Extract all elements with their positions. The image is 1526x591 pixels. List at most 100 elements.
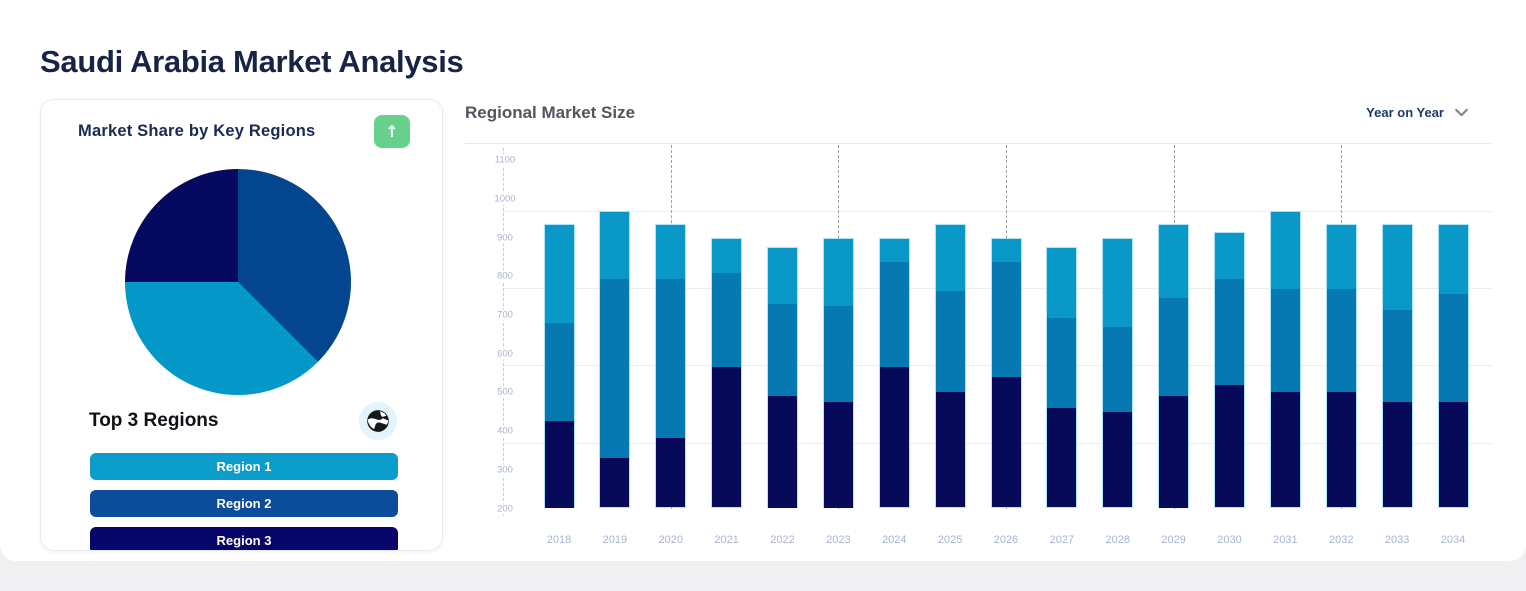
bar-segment-2026-region-2[interactable] xyxy=(991,261,1021,377)
bar-2030[interactable] xyxy=(1214,232,1245,509)
bar-segment-2024-region-2[interactable] xyxy=(879,261,909,368)
bar-segment-2034-region-3[interactable] xyxy=(1438,401,1468,508)
bar-segment-2023-region-2[interactable] xyxy=(823,306,853,402)
bar-segment-2028-region-1[interactable] xyxy=(1103,238,1133,328)
top3-row: Top 3 Regions xyxy=(89,402,397,440)
bar-segment-2022-region-2[interactable] xyxy=(768,304,797,397)
bar-2028[interactable] xyxy=(1102,237,1134,509)
bar-segment-2027-region-2[interactable] xyxy=(1047,317,1077,408)
bar-segment-2031-region-1[interactable] xyxy=(1270,211,1300,289)
bar-2029[interactable] xyxy=(1158,224,1190,509)
x-axis-label-2022: 2022 xyxy=(770,534,795,546)
y-axis-label-300: 300 xyxy=(495,464,515,476)
x-axis-label-2034: 2034 xyxy=(1440,534,1466,546)
x-axis-label-2026: 2026 xyxy=(993,534,1019,546)
filter-label: Year on Year xyxy=(1366,105,1444,120)
bar-2025[interactable] xyxy=(934,224,966,509)
bar-segment-2033-region-2[interactable] xyxy=(1382,309,1412,402)
bar-segment-2030-region-1[interactable] xyxy=(1215,233,1244,280)
bar-segment-2021-region-1[interactable] xyxy=(712,238,742,274)
x-axis-label-2032: 2032 xyxy=(1329,534,1354,546)
bar-segment-2031-region-3[interactable] xyxy=(1270,392,1300,508)
bar-segment-2034-region-1[interactable] xyxy=(1438,225,1468,295)
bar-segment-2020-region-1[interactable] xyxy=(656,225,686,280)
content-sheet: Saudi Arabia Market Analysis Market Shar… xyxy=(0,0,1526,561)
bar-segment-2020-region-3[interactable] xyxy=(656,438,686,508)
bar-segment-2021-region-3[interactable] xyxy=(712,367,742,508)
bar-segment-2030-region-2[interactable] xyxy=(1215,279,1244,385)
bar-segment-2029-region-1[interactable] xyxy=(1159,225,1189,299)
y-axis-label-1100: 1100 xyxy=(492,154,518,166)
bar-segment-2022-region-3[interactable] xyxy=(768,396,797,508)
bar-segment-2034-region-2[interactable] xyxy=(1438,294,1468,402)
bar-segment-2019-region-2[interactable] xyxy=(600,278,630,458)
bar-segment-2033-region-1[interactable] xyxy=(1382,225,1412,310)
x-axis-label-2027: 2027 xyxy=(1049,534,1075,546)
bar-segment-2027-region-1[interactable] xyxy=(1047,248,1077,318)
plot-top-border xyxy=(465,143,1492,144)
bar-segment-2021-region-2[interactable] xyxy=(712,273,742,368)
bar-segment-2026-region-3[interactable] xyxy=(991,377,1021,508)
chevron-down-icon xyxy=(1455,108,1468,117)
bar-segment-2022-region-1[interactable] xyxy=(768,248,797,305)
arrow-up-icon: ↑ xyxy=(385,121,399,141)
bar-segment-2028-region-2[interactable] xyxy=(1103,327,1133,412)
region-button-1[interactable]: Region 1 xyxy=(90,453,398,480)
bar-2027[interactable] xyxy=(1046,247,1078,509)
year-on-year-dropdown[interactable]: Year on Year xyxy=(1366,104,1470,121)
expand-button[interactable]: ↑ xyxy=(374,114,410,148)
gridline xyxy=(503,210,1492,212)
bar-segment-2032-region-3[interactable] xyxy=(1326,392,1356,508)
region-button-list: Region 1 Region 2 Region 3 xyxy=(90,453,398,550)
x-axis-label-2021: 2021 xyxy=(714,534,739,546)
y-axis-label-600: 600 xyxy=(495,348,515,360)
bar-segment-2025-region-1[interactable] xyxy=(935,225,965,291)
bar-segment-2026-region-1[interactable] xyxy=(991,238,1021,262)
bar-2019[interactable] xyxy=(599,210,631,509)
bar-2018[interactable] xyxy=(543,224,575,509)
bar-segment-2027-region-3[interactable] xyxy=(1047,407,1077,508)
bar-2022[interactable] xyxy=(767,247,798,509)
bar-segment-2018-region-3[interactable] xyxy=(544,421,574,508)
bar-2033[interactable] xyxy=(1381,224,1413,509)
bar-segment-2019-region-3[interactable] xyxy=(600,457,630,508)
bar-segment-2032-region-2[interactable] xyxy=(1326,288,1356,393)
bar-segment-2030-region-3[interactable] xyxy=(1215,384,1244,508)
bar-segment-2024-region-3[interactable] xyxy=(879,367,909,508)
bar-segment-2023-region-1[interactable] xyxy=(823,238,853,306)
y-axis-label-800: 800 xyxy=(495,270,515,282)
bar-segment-2025-region-2[interactable] xyxy=(935,290,965,393)
bar-segment-2028-region-3[interactable] xyxy=(1103,411,1133,508)
bar-segment-2025-region-3[interactable] xyxy=(935,392,965,508)
bar-segment-2018-region-2[interactable] xyxy=(544,323,574,422)
y-axis-line xyxy=(503,148,504,516)
market-share-pie-chart[interactable] xyxy=(125,169,351,395)
bar-segment-2020-region-2[interactable] xyxy=(656,279,686,439)
bar-2024[interactable] xyxy=(878,237,910,509)
card-title: Market Share by Key Regions xyxy=(78,121,316,140)
bar-segment-2018-region-1[interactable] xyxy=(544,225,574,324)
bar-segment-2033-region-3[interactable] xyxy=(1382,401,1412,508)
bar-segment-2031-region-2[interactable] xyxy=(1270,288,1300,393)
bar-segment-2023-region-3[interactable] xyxy=(823,401,853,508)
bar-2020[interactable] xyxy=(655,224,687,509)
bar-segment-2024-region-1[interactable] xyxy=(879,238,909,262)
region-button-3[interactable]: Region 3 xyxy=(90,527,398,550)
bar-2034[interactable] xyxy=(1437,224,1469,509)
x-axis-label-2023: 2023 xyxy=(826,534,851,546)
y-axis-label-1000: 1000 xyxy=(492,193,518,205)
bar-segment-2029-region-2[interactable] xyxy=(1159,298,1189,397)
bar-segment-2019-region-1[interactable] xyxy=(600,211,630,279)
x-axis-label-2019: 2019 xyxy=(602,534,628,546)
top3-heading: Top 3 Regions xyxy=(89,410,219,431)
x-axis-label-2029: 2029 xyxy=(1161,534,1186,546)
bar-segment-2032-region-1[interactable] xyxy=(1326,225,1356,289)
bar-2032[interactable] xyxy=(1325,224,1357,509)
bar-2031[interactable] xyxy=(1269,210,1301,509)
bar-2026[interactable] xyxy=(990,237,1022,509)
x-axis-label-2025: 2025 xyxy=(937,534,963,546)
bar-2023[interactable] xyxy=(822,237,854,509)
region-button-2[interactable]: Region 2 xyxy=(90,490,398,517)
bar-2021[interactable] xyxy=(711,237,743,509)
bar-segment-2029-region-3[interactable] xyxy=(1159,396,1189,508)
